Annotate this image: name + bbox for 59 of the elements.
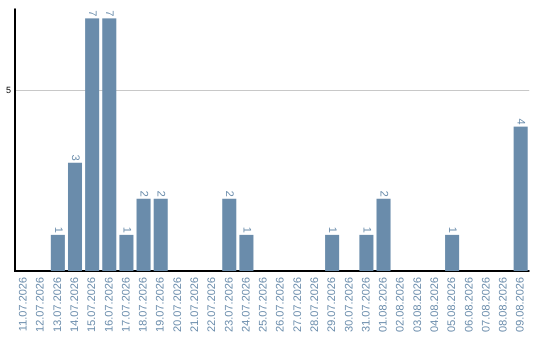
x-tick-label: 19.07.2026 (154, 276, 167, 332)
bar (50, 234, 65, 271)
bar (359, 234, 374, 271)
bar (445, 234, 460, 271)
x-tick-label: 05.08.2026 (446, 276, 458, 332)
bar (376, 198, 391, 271)
data-label: 1 (120, 226, 132, 233)
x-tick-label: 17.07.2026 (120, 276, 132, 332)
x-tick-label: 25.07.2026 (258, 276, 270, 332)
x-tick-label: 11.07.2026 (18, 276, 30, 332)
bar (514, 126, 528, 271)
bar (222, 198, 236, 271)
data-label: 1 (52, 226, 64, 233)
data-label: 1 (240, 226, 252, 233)
bar (102, 18, 116, 271)
data-label: 1 (446, 226, 458, 233)
x-tick-label: 15.07.2026 (86, 276, 98, 332)
x-tick-label: 30.07.2026 (343, 276, 356, 332)
bar (325, 234, 340, 271)
data-label: 7 (103, 10, 116, 16)
x-tick-label: 20.07.2026 (172, 276, 184, 332)
x-tick-label: 27.07.2026 (292, 276, 304, 332)
x-tick-label: 21.07.2026 (189, 276, 202, 332)
x-tick-label: 08.08.2026 (498, 276, 510, 332)
data-label: 2 (138, 190, 150, 197)
data-label: 3 (68, 154, 81, 161)
bar (239, 234, 254, 271)
x-tick-label: 09.08.2026 (514, 276, 527, 332)
x-tick-label: 03.08.2026 (412, 276, 424, 332)
bar (136, 198, 151, 271)
x-tick-label: 23.07.2026 (223, 276, 236, 332)
bar (119, 234, 134, 271)
x-tick-label: 13.07.2026 (52, 276, 64, 332)
x-tick-label: 24.07.2026 (240, 276, 252, 332)
data-label: 2 (154, 190, 167, 197)
x-tick-label: 29.07.2026 (326, 276, 338, 332)
bar (68, 162, 82, 271)
data-label: 7 (86, 10, 98, 16)
data-label: 2 (223, 190, 236, 197)
x-tick-label: 01.08.2026 (378, 276, 390, 332)
data-label: 4 (514, 118, 527, 125)
x-tick-label: 16.07.2026 (103, 276, 116, 332)
x-tick-label: 02.08.2026 (394, 276, 407, 332)
x-tick-label: 31.07.2026 (360, 276, 372, 332)
data-label: 1 (326, 226, 338, 233)
x-tick-label: 18.07.2026 (138, 276, 150, 332)
data-label: 1 (360, 226, 372, 233)
bar (85, 18, 100, 271)
x-tick-label: 04.08.2026 (428, 276, 441, 332)
x-tick-label: 22.07.2026 (206, 276, 218, 332)
x-tick-label: 07.08.2026 (480, 276, 492, 332)
x-tick-label: 26.07.2026 (274, 276, 287, 332)
bar (154, 198, 168, 271)
x-tick-label: 06.08.2026 (463, 276, 476, 332)
x-tick-label: 12.07.2026 (34, 276, 47, 332)
data-label: 2 (378, 190, 390, 197)
x-tick-label: 14.07.2026 (69, 276, 82, 332)
x-tick-label: 28.07.2026 (309, 276, 322, 332)
y-tick-label: 5 (6, 85, 12, 96)
